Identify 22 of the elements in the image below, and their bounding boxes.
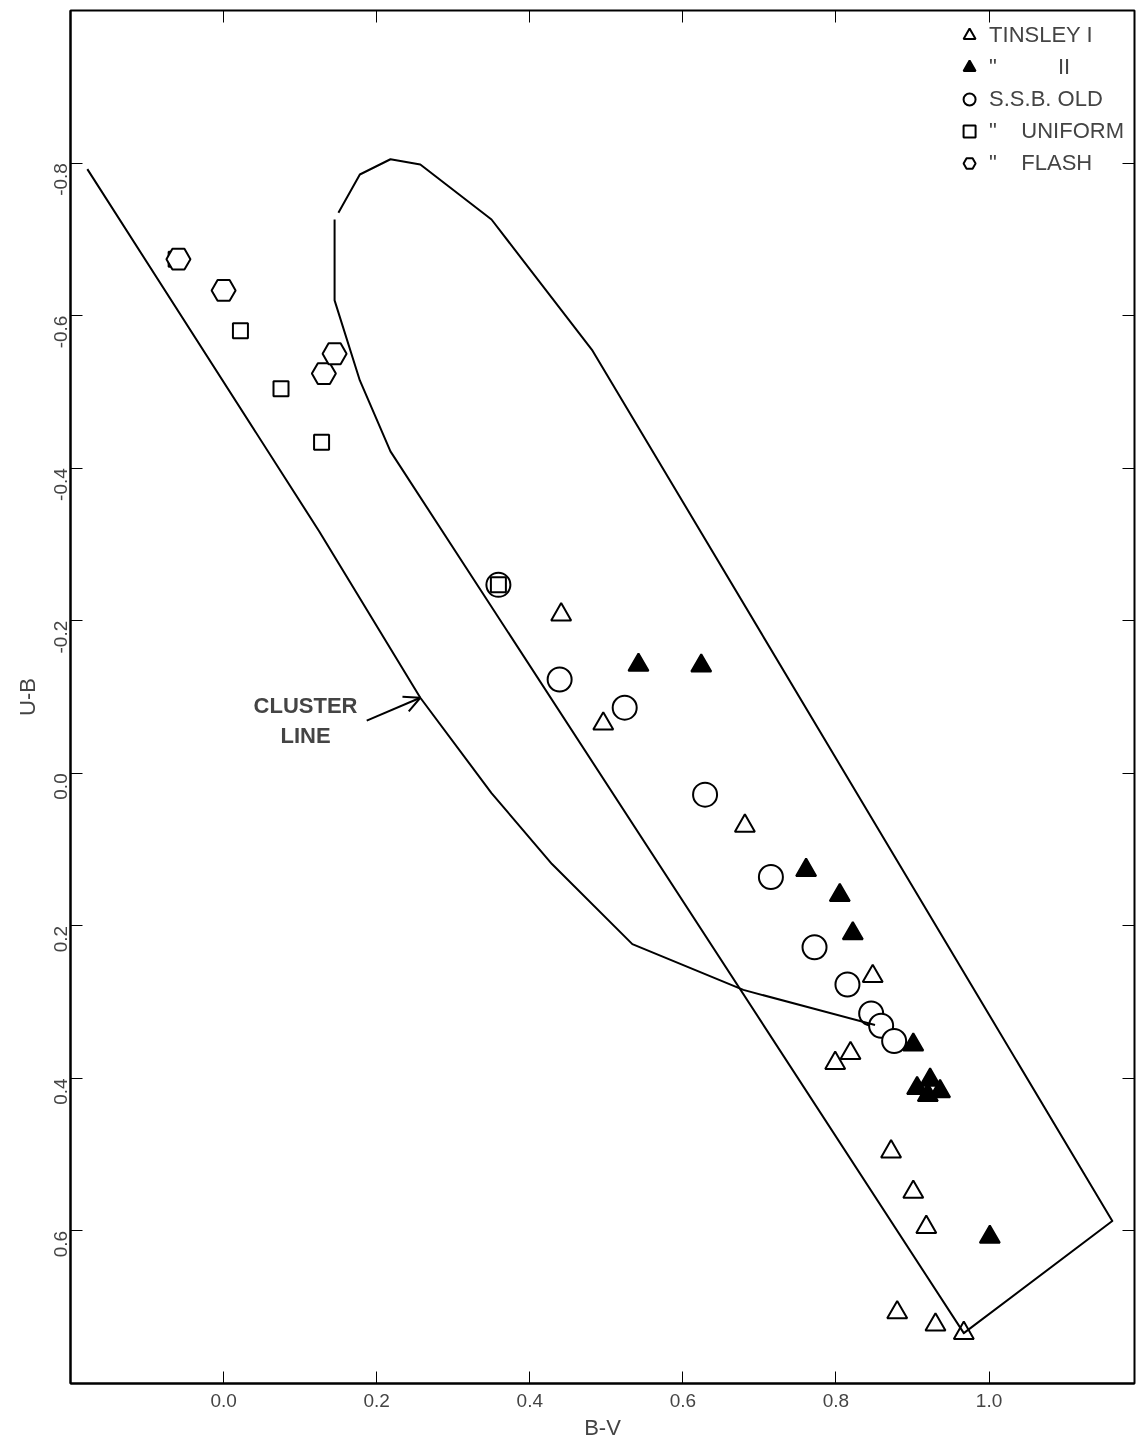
y-tick-label: -0.6 (50, 315, 71, 349)
x-axis-title: B-V (584, 1414, 622, 1440)
annotation: CLUSTER LINE (253, 692, 358, 749)
legend-label: TINSLEY I (989, 22, 1093, 48)
legend-label: " FLASH (989, 150, 1093, 176)
x-tick-label: 0.6 (669, 1389, 697, 1411)
y-axis-title: U-B (14, 678, 40, 716)
legend-label: S.S.B. OLD (989, 86, 1103, 112)
x-tick-label: 0.4 (516, 1389, 544, 1411)
y-tick-label: 0.2 (50, 925, 71, 953)
x-tick-label: 0.0 (210, 1389, 237, 1411)
y-tick-label: 0.0 (50, 773, 71, 800)
y-tick-label: -0.4 (50, 467, 71, 501)
y-tick-label: 0.6 (50, 1230, 71, 1258)
x-tick-label: 1.0 (975, 1389, 1003, 1411)
y-tick-label: 0.4 (50, 1077, 71, 1105)
legend-label: " II (989, 54, 1071, 80)
x-tick-label: 0.8 (822, 1389, 850, 1411)
x-tick-label: 0.2 (363, 1389, 390, 1411)
legend-label: " UNIFORM (989, 118, 1124, 144)
y-tick-label: -0.8 (50, 163, 71, 196)
y-tick-label: -0.2 (50, 620, 71, 654)
